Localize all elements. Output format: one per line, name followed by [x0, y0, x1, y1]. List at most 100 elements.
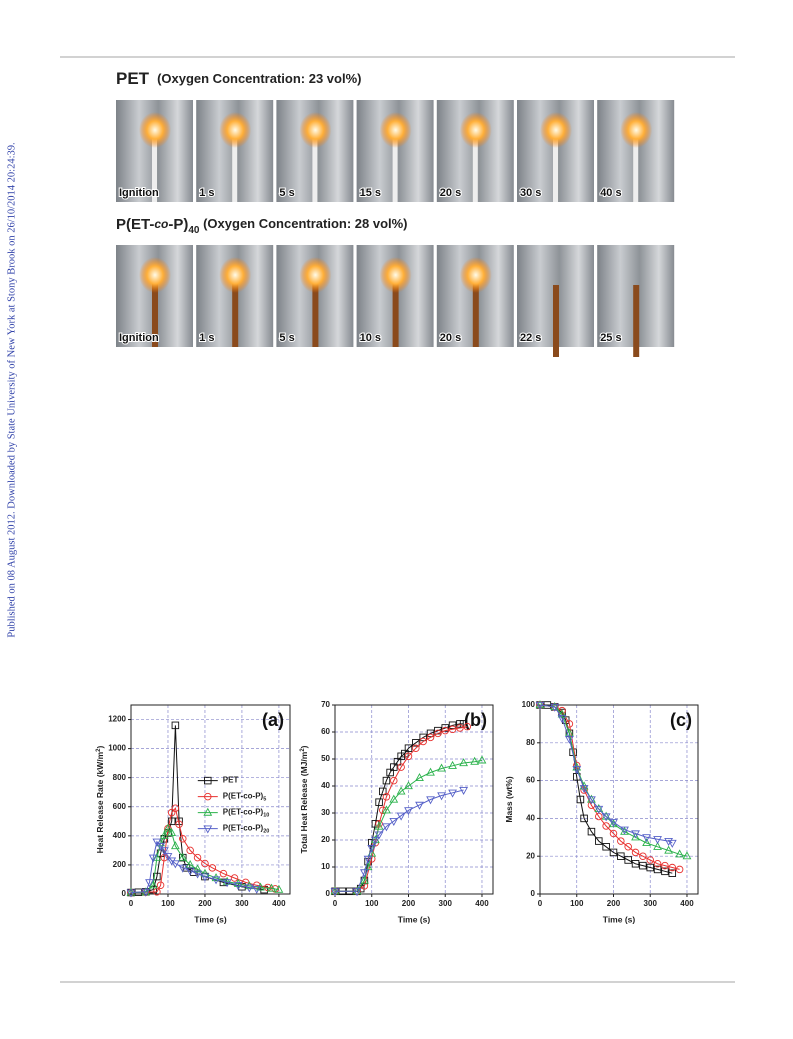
- legend-label: PET: [223, 776, 239, 785]
- marker: [208, 864, 217, 872]
- marker: [448, 725, 457, 734]
- marker: [175, 820, 183, 828]
- marker: [379, 787, 387, 796]
- marker: [565, 735, 574, 744]
- photo-row-title: P(ET-co-P)40 (Oxygen Concentration: 28 v…: [116, 216, 408, 236]
- marker: [211, 873, 221, 882]
- y-tick-label: 60: [526, 776, 535, 785]
- marker: [267, 883, 276, 892]
- photo-frame: 25 s: [597, 245, 675, 357]
- marker: [631, 830, 640, 839]
- y-axis-label-end: ): [299, 745, 309, 748]
- marker: [415, 773, 424, 781]
- marker: [653, 865, 662, 874]
- marker: [594, 804, 604, 813]
- legend-label: P(ET-co-P)10: [223, 808, 270, 819]
- marker: [477, 755, 487, 764]
- marker: [167, 817, 176, 826]
- marker: [382, 805, 391, 814]
- x-axis-label: Time (s): [603, 914, 636, 924]
- marker: [203, 807, 213, 816]
- marker: [631, 832, 640, 841]
- marker: [550, 703, 560, 712]
- photo-frame: 5 s: [276, 100, 354, 202]
- marker: [419, 737, 427, 746]
- marker: [535, 700, 545, 709]
- x-tick-label: 0: [333, 899, 338, 908]
- marker: [244, 881, 254, 890]
- x-tick-label: 0: [129, 899, 134, 908]
- chart: 0 100 200 300 400 0 200 400 600 800 1000 1200 Time (…: [95, 704, 291, 924]
- marker: [374, 821, 384, 830]
- marker: [404, 752, 413, 761]
- marker: [463, 722, 472, 731]
- x-tick-label: 300: [439, 899, 453, 908]
- plot-area: [540, 705, 698, 894]
- x-tick-label: 200: [607, 899, 621, 908]
- x-tick-label: 100: [365, 899, 379, 908]
- y-tick-label: 80: [526, 738, 535, 747]
- marker: [448, 789, 457, 798]
- marker: [639, 852, 647, 860]
- flame: [459, 257, 492, 293]
- marker: [543, 701, 552, 709]
- y-tick-label: 0: [531, 889, 536, 898]
- marker: [456, 724, 464, 732]
- marker: [360, 869, 369, 878]
- y-axis-label-end: ): [95, 745, 105, 748]
- legend-subscript: 10: [263, 813, 269, 819]
- marker: [434, 729, 442, 738]
- marker: [415, 801, 424, 810]
- y-axis-label-text: Mass (wt%): [504, 776, 514, 822]
- frame-label: 20 s: [440, 332, 461, 344]
- marker: [382, 793, 391, 801]
- flame: [219, 112, 252, 148]
- sample-rod: [553, 285, 559, 357]
- marker: [252, 885, 262, 894]
- frame-label: Ignition: [119, 187, 159, 199]
- marker: [642, 838, 651, 847]
- plot-frame: [539, 704, 699, 895]
- marker: [448, 721, 457, 730]
- y-axis-label-sup: 2: [96, 748, 102, 752]
- marker: [171, 721, 180, 730]
- photo-frame: 5 s: [276, 245, 354, 347]
- marker: [602, 822, 610, 830]
- marker: [396, 786, 406, 795]
- x-tick-label: 0: [538, 899, 543, 908]
- sample-rod: [152, 130, 157, 202]
- marker: [646, 863, 654, 872]
- sidebar-note: Published on 08 August 2012. Downloaded …: [6, 142, 17, 637]
- plot-frame: [334, 704, 494, 895]
- y-axis-label-sup: 2: [300, 748, 306, 752]
- marker: [419, 733, 427, 742]
- marker: [203, 825, 213, 834]
- panel-label: (b): [464, 710, 487, 730]
- plot-area: [131, 705, 290, 894]
- sample-rod: [392, 130, 398, 202]
- marker: [448, 760, 457, 769]
- x-tick-label: 100: [570, 899, 584, 908]
- marker: [230, 874, 239, 882]
- flame: [459, 112, 492, 148]
- marker: [617, 852, 625, 860]
- sample-rod: [312, 130, 318, 202]
- y-axis-label-text: Total Heat Release (MJ/m: [299, 751, 309, 853]
- flame: [540, 112, 572, 148]
- marker: [437, 763, 446, 772]
- flame: [379, 112, 412, 148]
- marker: [664, 845, 673, 854]
- y-axis-label: Heat Release Rate (kW/m2): [95, 745, 105, 853]
- y-axis-label: Mass (wt%): [504, 776, 514, 822]
- marker: [675, 849, 685, 858]
- marker: [389, 818, 399, 826]
- series-line: [130, 840, 257, 893]
- marker: [152, 838, 162, 847]
- marker: [352, 886, 362, 895]
- marker: [374, 831, 384, 840]
- y-tick-label: 40: [526, 814, 535, 823]
- marker: [163, 823, 173, 832]
- y-axis-label-text: Heat Release Rate (kW/m: [95, 751, 105, 853]
